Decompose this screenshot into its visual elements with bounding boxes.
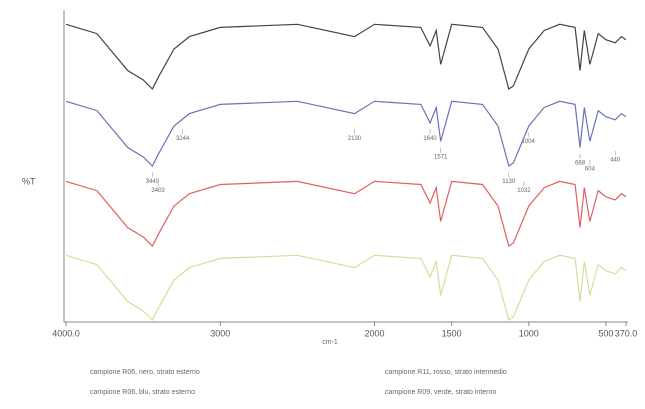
legend-entry: campione R09, verde, strato interno [385,389,496,396]
spectrum-line [65,23,627,91]
annotation: 3440 [146,179,160,185]
legend-entry: campione R06, nero, strato esterno [90,369,200,376]
annotation: 1640 [423,136,437,142]
x-axis-label: cm-1 [322,339,338,346]
legend-entry: campione R06, blu, strato esterno [90,389,195,396]
x-tick-label: 370.0 [615,328,638,338]
x-tick-label: 4000.0 [52,328,80,338]
annotation: 3403 [151,188,165,194]
x-tick-label: 3000 [210,328,230,338]
y-axis-label: %T [22,176,36,186]
annotation: 668 [575,160,586,166]
x-tick-label: 2000 [365,328,385,338]
annotation: 440 [610,157,621,163]
annotation: 604 [585,167,596,173]
spectrum-line [65,100,627,168]
x-tick-label: 500 [598,328,613,338]
annotation: 2130 [348,136,362,142]
x-tick-label: 1500 [442,328,462,338]
spectrum-line [65,254,627,322]
spectrum-line [65,180,627,248]
legend-entry: campione R11, rosso, strato intermedio [385,369,507,376]
annotation: 1032 [517,188,531,194]
x-tick-label: 1000 [519,328,539,338]
annotation: 1004 [522,139,536,145]
annotation: 3244 [176,136,190,142]
annotation: 1571 [434,154,448,160]
annotation: 1130 [502,179,516,185]
